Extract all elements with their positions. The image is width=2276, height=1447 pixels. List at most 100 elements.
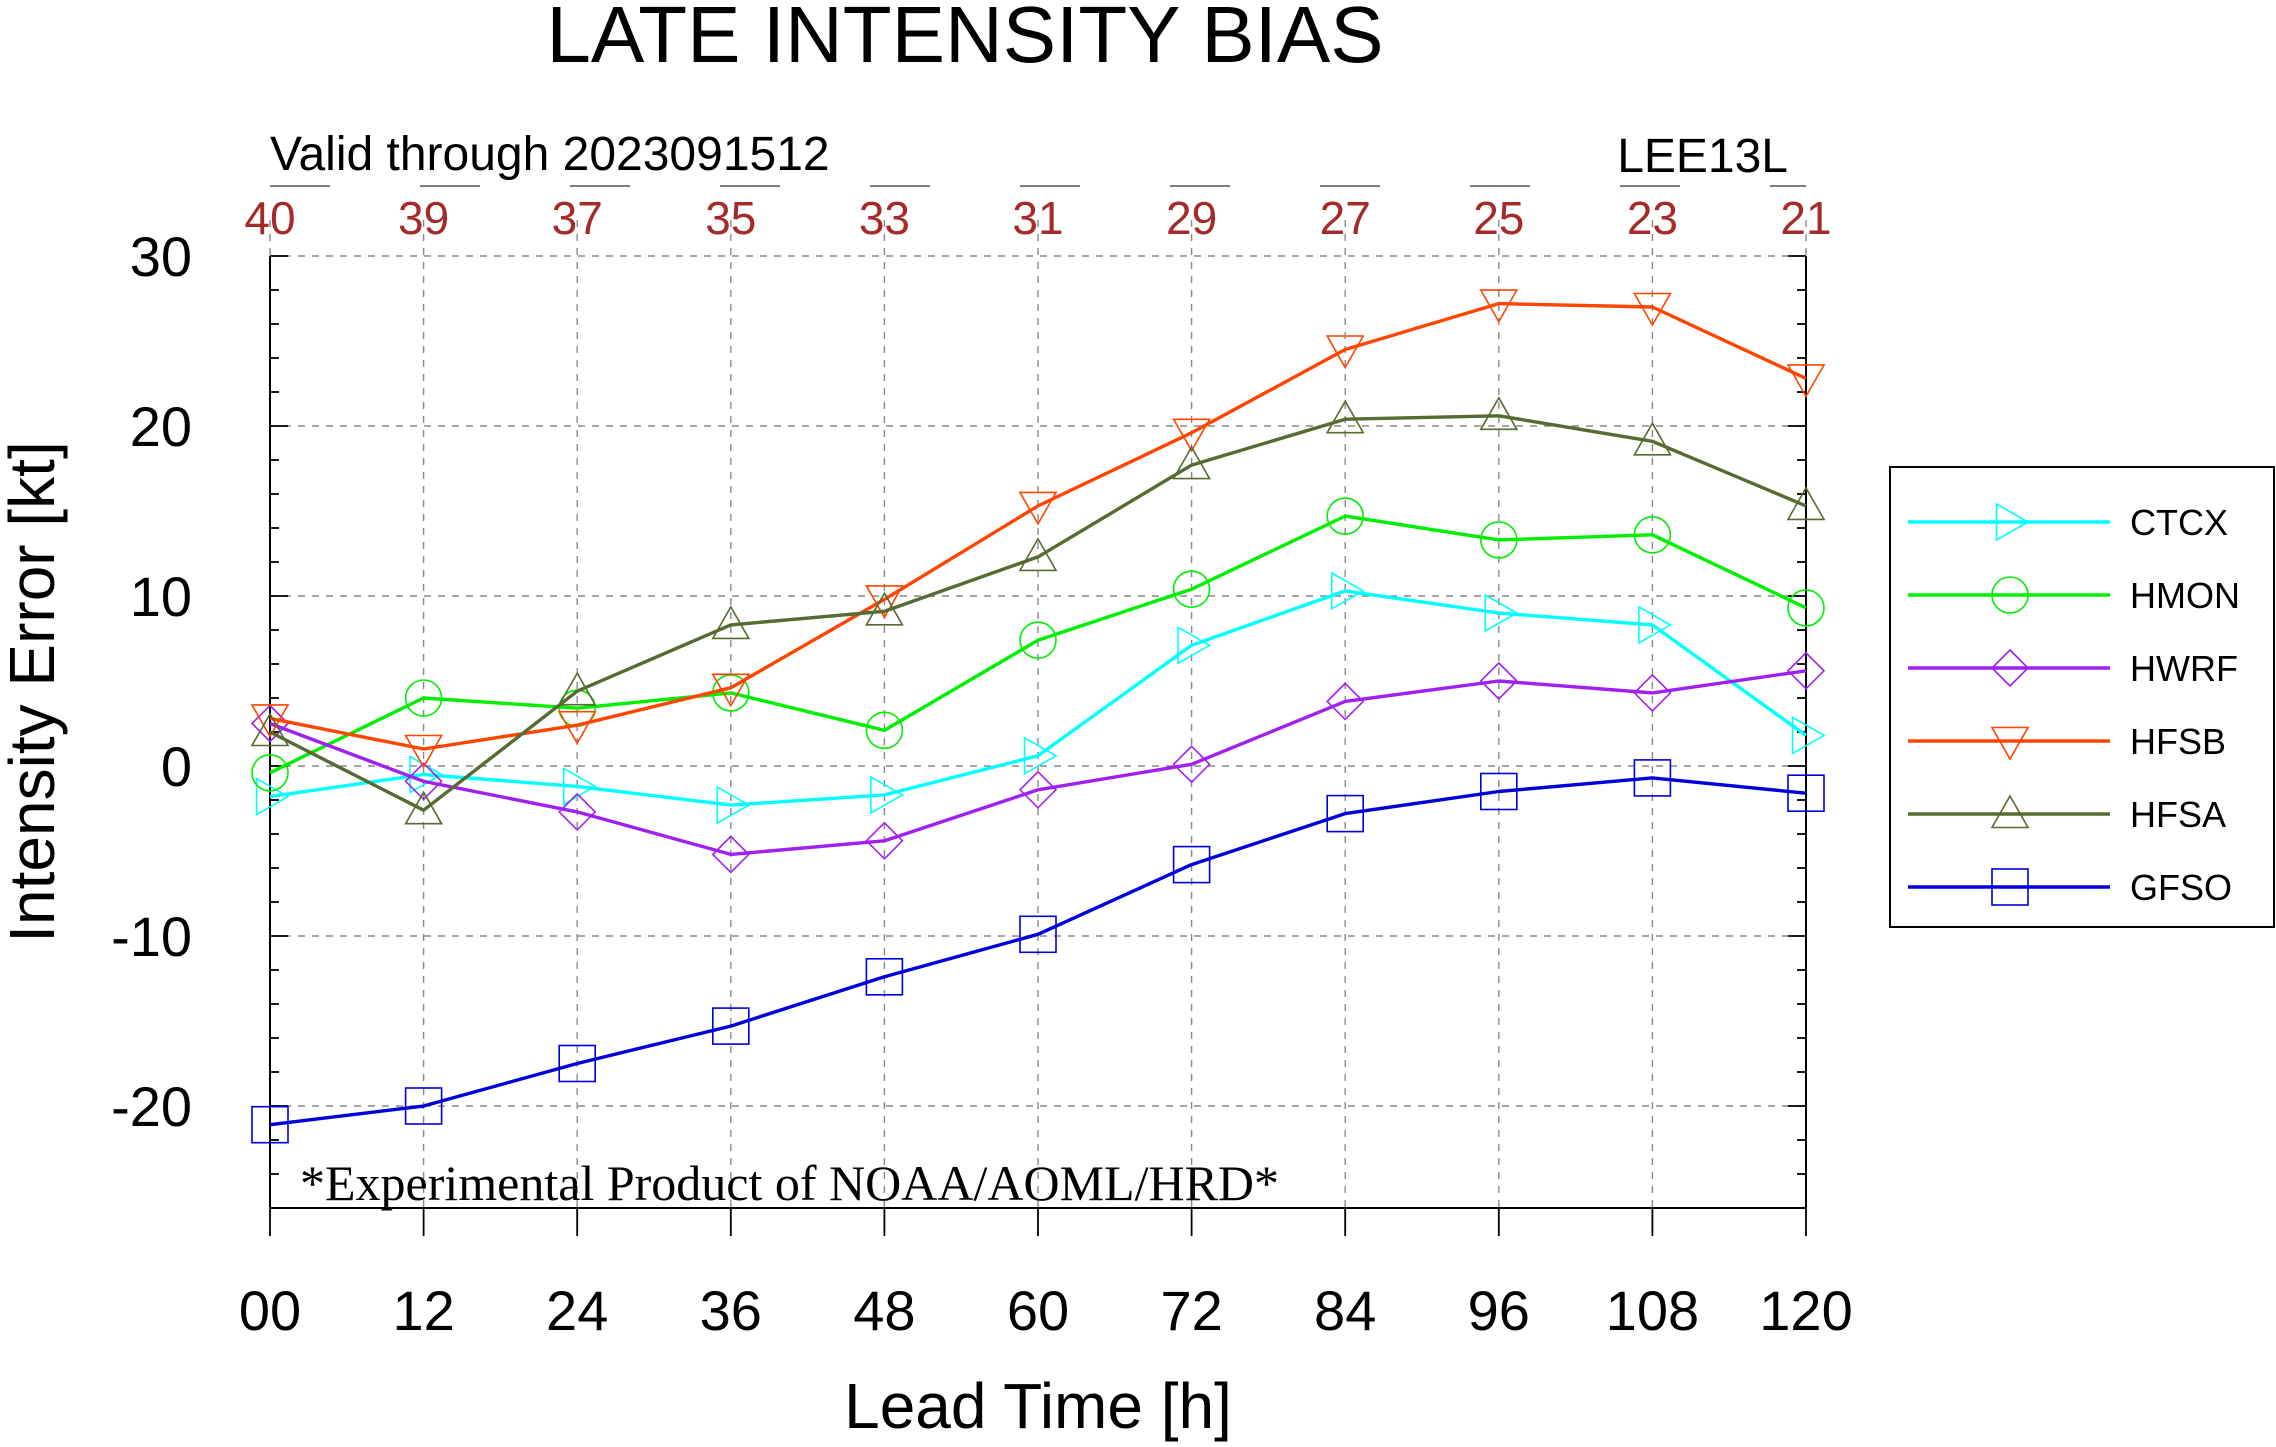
data-point	[1023, 736, 1058, 776]
legend-item-ctcx: CTCX	[1908, 502, 2228, 543]
series-line	[269, 776, 1807, 1127]
series-line	[269, 514, 1807, 775]
data-point	[558, 1044, 597, 1083]
x-tick-label: 72	[1160, 1279, 1222, 1342]
data-point	[1484, 593, 1519, 633]
data-point	[711, 1007, 750, 1045]
x-axis-ticks: 00 12 24 36 48 60 72 84 96 108 120	[239, 1208, 1853, 1342]
data-point	[1172, 445, 1211, 480]
case-count-label: 25	[1473, 192, 1524, 244]
data-point	[404, 734, 443, 769]
case-count-label: 23	[1627, 192, 1678, 244]
legend-item-gfso: GFSO	[1908, 867, 2232, 908]
data-point	[1172, 570, 1211, 609]
case-count-label: 39	[398, 192, 449, 244]
data-point	[557, 671, 597, 706]
data-point	[870, 775, 905, 815]
data-point	[1018, 537, 1058, 572]
series-hwrf	[250, 651, 1826, 874]
legend-item-hwrf: HWRF	[1908, 648, 2238, 689]
case-count-label: 37	[552, 192, 603, 244]
series-hfsa	[250, 396, 1826, 825]
series-group	[250, 289, 1826, 1144]
series-gfso	[251, 759, 1825, 1144]
legend-label: GFSO	[2130, 867, 2232, 908]
data-point	[1638, 605, 1673, 645]
data-point	[1326, 682, 1365, 721]
data-point	[1991, 868, 2029, 906]
storm-label: LEE13L	[1617, 130, 1788, 183]
data-point	[1172, 745, 1211, 784]
data-point	[1633, 421, 1672, 456]
legend-box	[1889, 466, 2275, 928]
legend: CTCX HMON HWRF HFSB HFSA GFSO	[1889, 466, 2275, 928]
data-point	[1479, 289, 1519, 324]
chart-subtitle: Valid through 2023091512	[270, 128, 830, 181]
y-tick-label: -20	[111, 1075, 192, 1138]
legend-item-hmon: HMON	[1908, 575, 2240, 616]
legend-label: HWRF	[2130, 648, 2238, 689]
y-tick-label: 20	[130, 395, 192, 458]
legend-item-hfsb: HFSB	[1908, 721, 2226, 762]
series-line	[269, 414, 1807, 812]
y-axis-ticks: -20 -10 0 10 20 30	[111, 225, 1806, 1209]
series-hfsb	[250, 289, 1826, 769]
case-count-label: 27	[1320, 192, 1371, 244]
data-point	[404, 762, 443, 801]
x-tick-label: 36	[700, 1279, 762, 1342]
data-point	[251, 1105, 289, 1144]
case-count-label: 33	[859, 192, 910, 244]
data-point	[865, 591, 904, 626]
data-point	[250, 704, 290, 743]
legend-item-hfsa: HFSA	[1908, 794, 2226, 835]
series-line	[269, 669, 1807, 857]
data-point	[865, 821, 904, 860]
data-point	[404, 790, 443, 825]
data-point	[1786, 651, 1826, 690]
y-tick-label: -10	[111, 905, 192, 968]
case-count-label: 35	[705, 192, 756, 244]
data-point	[1990, 726, 2030, 761]
data-point	[1325, 399, 1365, 434]
case-count-label: 31	[1012, 192, 1063, 244]
x-tick-label: 60	[1007, 1279, 1069, 1342]
data-point	[1325, 335, 1365, 370]
data-point	[1479, 661, 1518, 701]
data-point	[404, 679, 443, 717]
data-point	[865, 957, 904, 996]
case-count-label: 29	[1166, 192, 1217, 244]
legend-label: HMON	[2130, 575, 2240, 616]
x-tick-label: 00	[239, 1279, 301, 1342]
data-point	[1786, 486, 1826, 521]
case-count-label: 21	[1780, 192, 1831, 244]
data-point	[1990, 648, 2030, 688]
data-point	[558, 792, 597, 832]
x-tick-label: 48	[853, 1279, 915, 1342]
chart-title: LATE INTENSITY BIAS	[546, 0, 1383, 79]
data-point	[1019, 621, 1057, 660]
data-point	[1018, 770, 1058, 809]
data-point	[250, 712, 290, 747]
data-point	[711, 673, 751, 708]
data-point	[865, 711, 904, 750]
x-tick-label: 108	[1606, 1279, 1699, 1342]
y-tick-label: 0	[161, 735, 192, 798]
data-point	[1787, 589, 1825, 627]
series-hmon	[251, 497, 1825, 792]
data-point	[255, 777, 290, 816]
x-tick-label: 12	[392, 1279, 454, 1342]
data-point	[1633, 759, 1672, 797]
data-point	[1018, 491, 1058, 526]
data-point	[711, 605, 751, 640]
data-point	[711, 835, 750, 874]
x-tick-label: 96	[1468, 1279, 1530, 1342]
data-point	[1172, 845, 1211, 884]
legend-label: HFSB	[2130, 721, 2226, 762]
watermark-annotation: *Experimental Product of NOAA/AOML/HRD*	[300, 1155, 1279, 1211]
x-tick-label: 84	[1314, 1279, 1376, 1342]
data-point	[1172, 418, 1211, 453]
data-point	[1479, 396, 1519, 431]
data-point	[1990, 794, 2030, 829]
data-point	[1019, 915, 1057, 954]
